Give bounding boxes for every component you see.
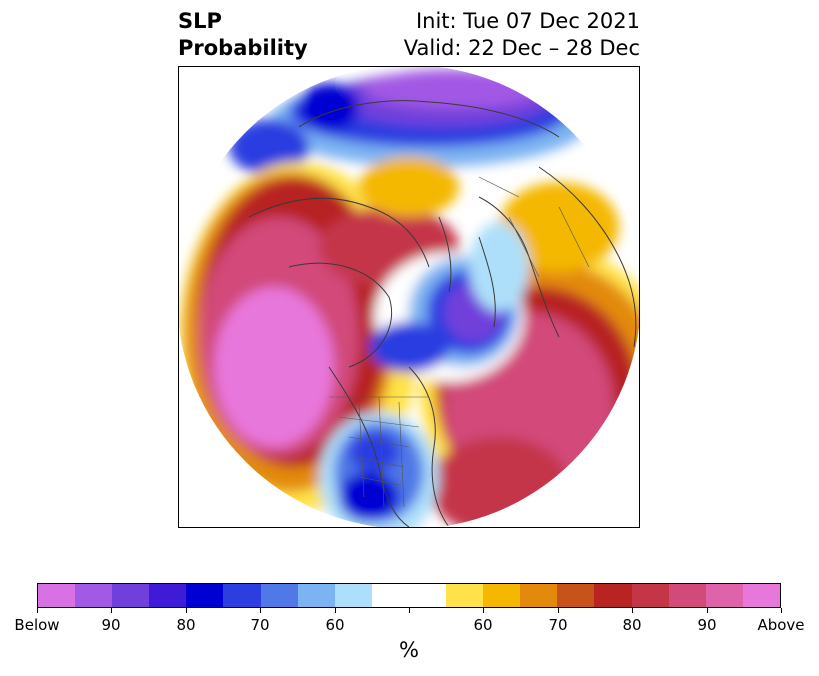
colorbar-tick-mark [37, 608, 38, 613]
colorbar-swatch [371, 584, 409, 607]
valid-range: Valid: 22 Dec – 28 Dec [403, 36, 640, 60]
colorbar-swatch [260, 584, 298, 607]
colorbar-swatch [186, 584, 224, 607]
colorbar-tick-label: 70 [548, 616, 568, 634]
colorbar-swatch [483, 584, 521, 607]
coastlines [248, 100, 637, 527]
colorbar-swatch [38, 584, 76, 607]
colorbar-swatch [742, 584, 780, 607]
title-product: Probability [178, 36, 308, 60]
init-date: Init: Tue 07 Dec 2021 [415, 9, 640, 33]
colorbar-tick-mark [781, 608, 782, 613]
colorbar-tick-label: 90 [101, 616, 121, 634]
colorbar-tick-mark [558, 608, 559, 613]
colorbar-swatch [223, 584, 261, 607]
probability-map [179, 67, 639, 527]
colorbar-swatch [520, 584, 558, 607]
colorbar-tick-label: Below [14, 616, 60, 634]
region-greenland-north-atlantic [369, 222, 529, 382]
title-right: Init: Tue 07 Dec 2021 Valid: 22 Dec – 28… [404, 8, 640, 62]
map-panel [178, 66, 640, 528]
colorbar-tick-mark [707, 608, 708, 613]
region-central-north-america [319, 412, 439, 527]
colorbar-swatch [668, 584, 706, 607]
colorbar-tick-label: 80 [176, 616, 196, 634]
colorbar-tick-label: 80 [622, 616, 642, 634]
colorbar [37, 583, 781, 608]
colorbar-tick-label: 90 [697, 616, 717, 634]
colorbar-swatch [75, 584, 113, 607]
colorbar-unit: % [399, 638, 419, 662]
colorbar-swatch [297, 584, 335, 607]
colorbar-tick-mark [111, 608, 112, 613]
colorbar-tick-label: 60 [473, 616, 493, 634]
colorbar-swatch [557, 584, 595, 607]
colorbar-tick-label: Above [757, 616, 805, 634]
title-variable: SLP [178, 9, 222, 33]
colorbar-swatch [705, 584, 743, 607]
colorbar-swatch [149, 584, 187, 607]
colorbar-tick-mark [409, 608, 410, 613]
colorbar-swatch [631, 584, 669, 607]
colorbar-swatch [334, 584, 372, 607]
colorbar-tick-mark [186, 608, 187, 613]
colorbar-tick-mark [335, 608, 336, 613]
colorbar-swatch [112, 584, 150, 607]
colorbar-tick-mark [483, 608, 484, 613]
colorbar-tick-mark [632, 608, 633, 613]
title-left: SLP Probability [178, 8, 308, 62]
colorbar-tick-mark [260, 608, 261, 613]
colorbar-swatch [408, 584, 447, 607]
colorbar-tick-label: 60 [325, 616, 345, 634]
country-borders [329, 176, 590, 508]
colorbar-swatch [594, 584, 632, 607]
colorbar-swatch [446, 584, 484, 607]
colorbar-tick-label: 70 [250, 616, 270, 634]
